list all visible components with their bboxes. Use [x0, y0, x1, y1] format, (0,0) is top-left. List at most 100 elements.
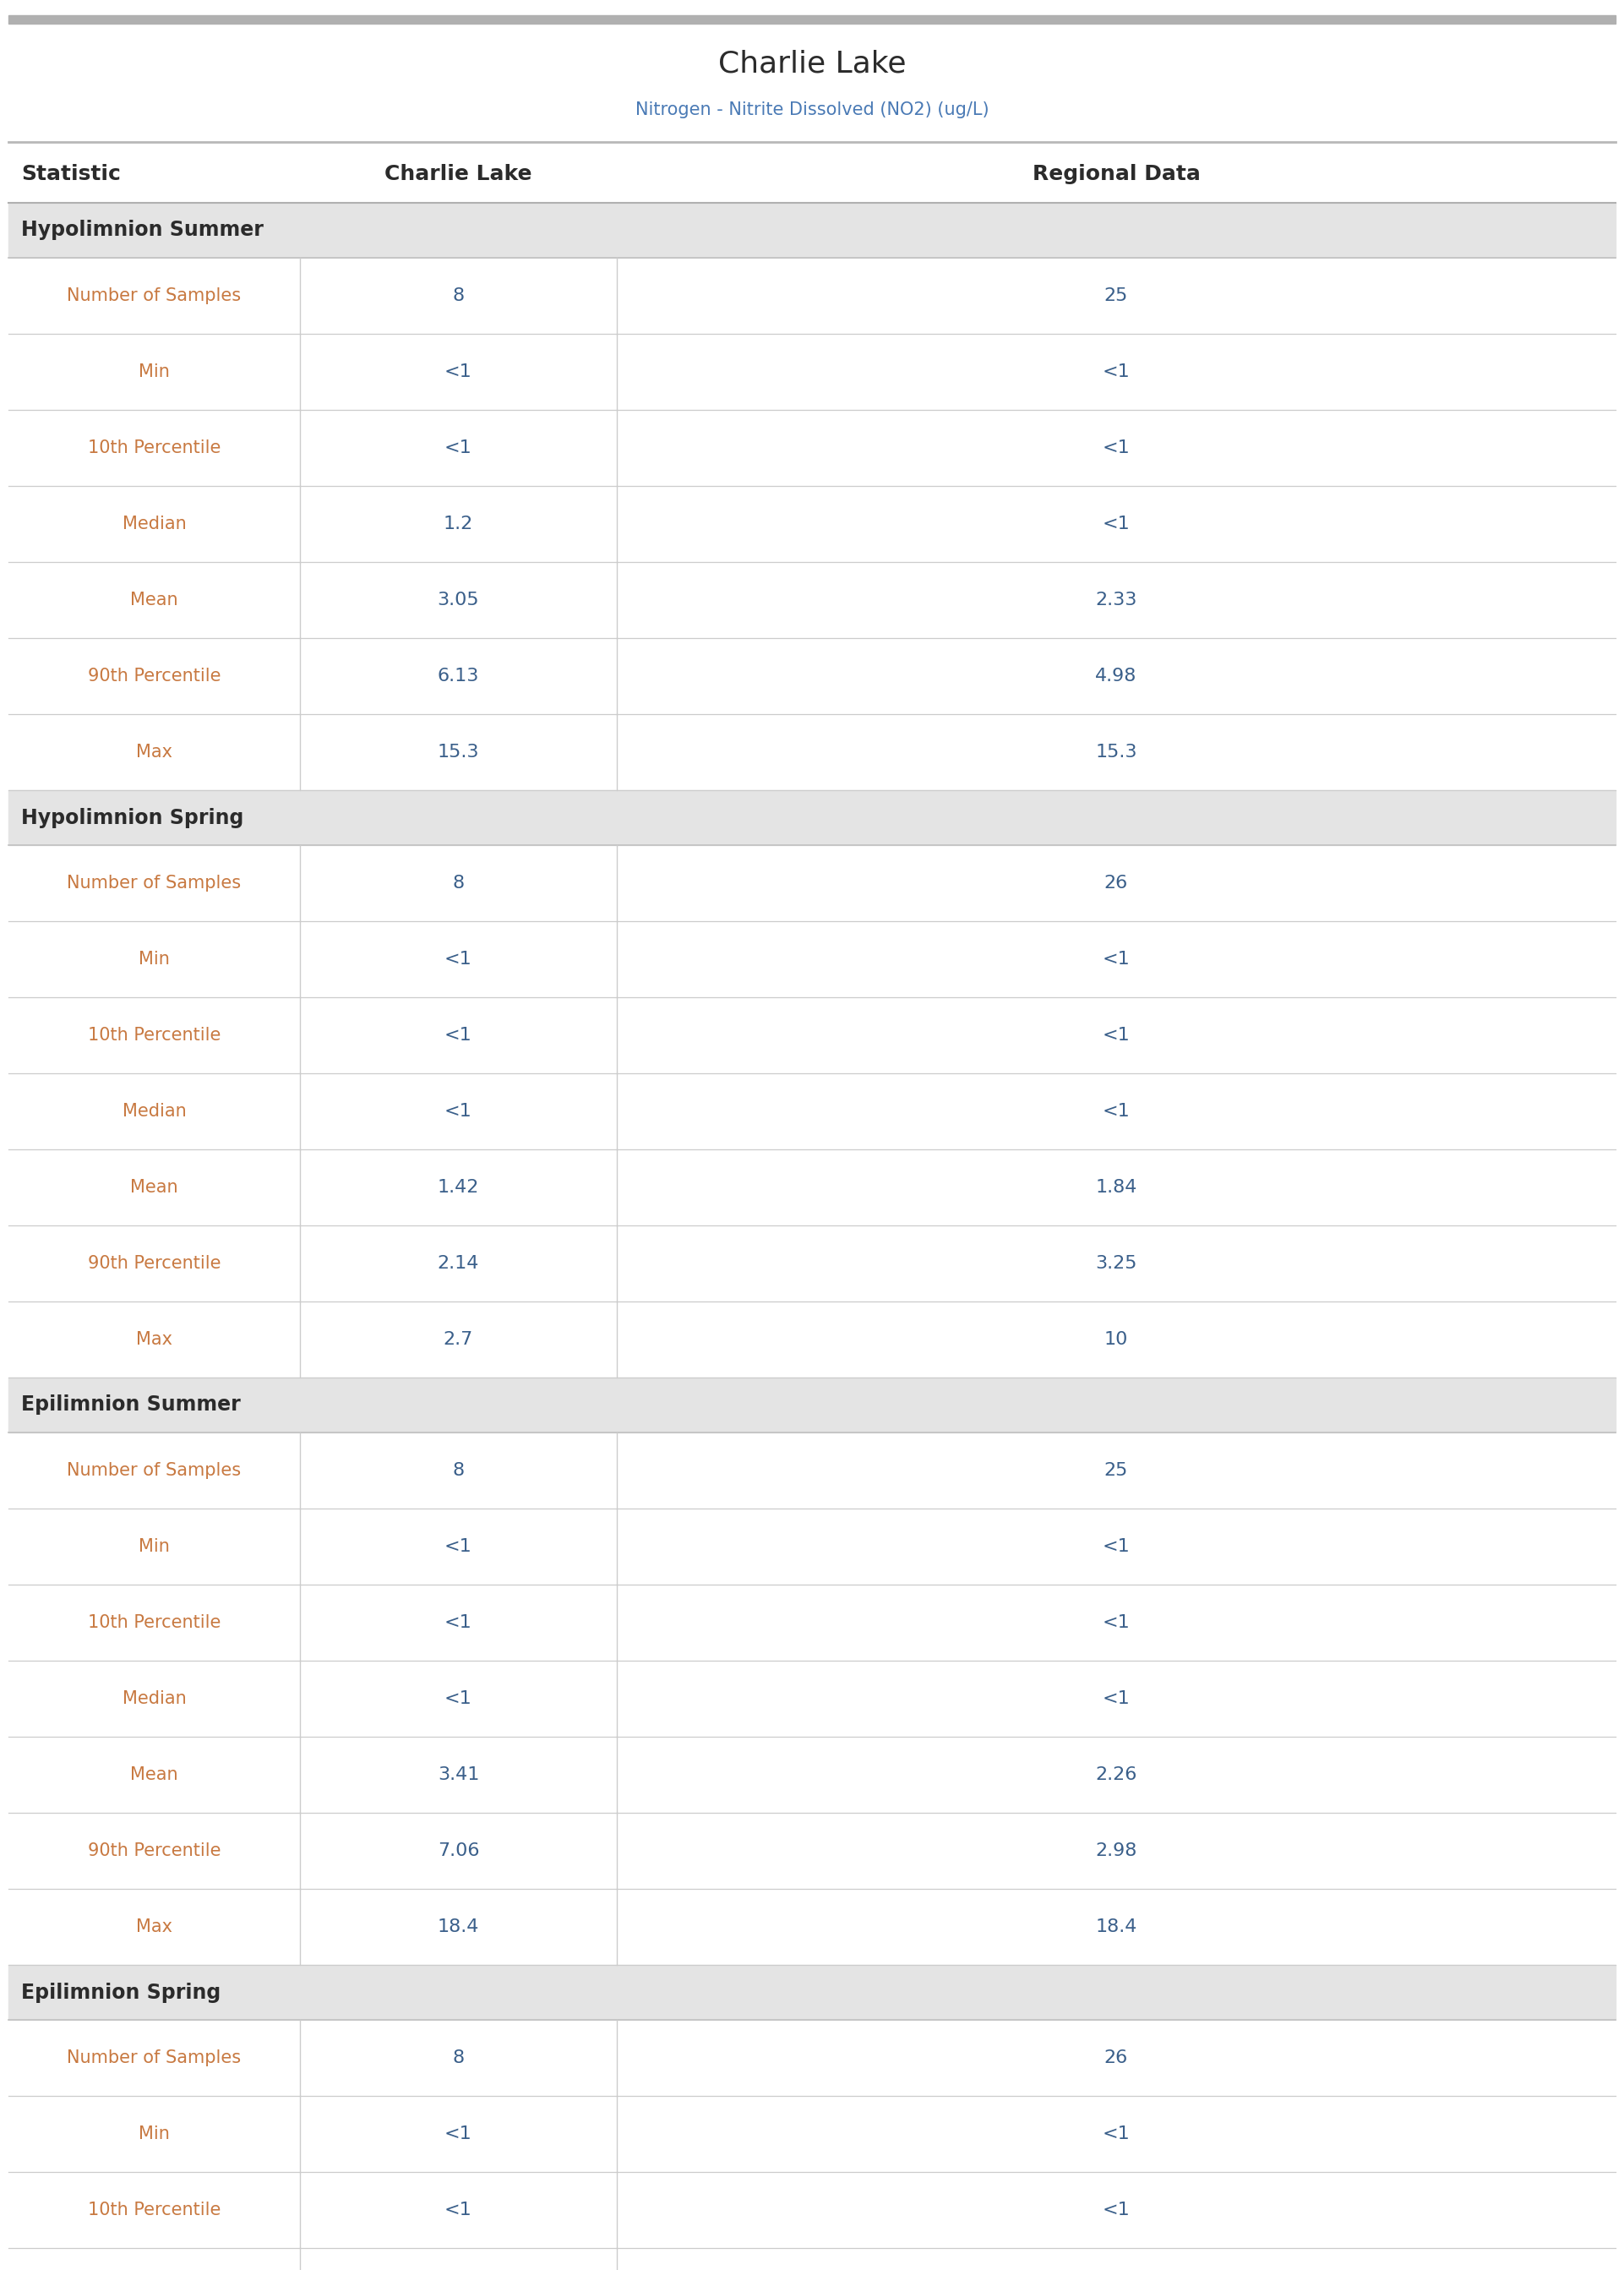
- Text: <1: <1: [445, 1691, 473, 1707]
- Bar: [8, 1432, 1616, 1510]
- Text: Min: Min: [138, 951, 171, 967]
- Text: Mean: Mean: [130, 1178, 179, 1196]
- Text: <1: <1: [445, 951, 473, 967]
- Bar: [8, 2247, 1616, 2270]
- Bar: [8, 997, 1616, 1074]
- Bar: [8, 1737, 1616, 1814]
- Text: 1.42: 1.42: [437, 1178, 479, 1196]
- Text: 26: 26: [1104, 2050, 1129, 2066]
- Text: Mean: Mean: [130, 592, 179, 608]
- Bar: [8, 563, 1616, 638]
- Text: <1: <1: [1103, 363, 1130, 381]
- Text: Epilimnion Spring: Epilimnion Spring: [21, 1982, 221, 2002]
- Text: Charlie Lake: Charlie Lake: [385, 163, 533, 184]
- Bar: [8, 1662, 1616, 1737]
- Bar: [8, 2095, 1616, 2172]
- Bar: [8, 1510, 1616, 1584]
- Text: Min: Min: [138, 1539, 171, 1555]
- Text: 90th Percentile: 90th Percentile: [88, 1255, 221, 1271]
- Bar: [8, 638, 1616, 715]
- Text: Max: Max: [136, 745, 172, 760]
- Text: <1: <1: [1103, 951, 1130, 967]
- Bar: [8, 2172, 1616, 2247]
- Text: 8: 8: [453, 874, 464, 892]
- Bar: [8, 259, 1616, 334]
- Text: 10th Percentile: 10th Percentile: [88, 2202, 221, 2218]
- Text: Number of Samples: Number of Samples: [67, 1462, 242, 1480]
- Text: <1: <1: [1103, 2202, 1130, 2218]
- Bar: [8, 1889, 1616, 1966]
- Text: <1: <1: [445, 2125, 473, 2143]
- Text: Min: Min: [138, 2125, 171, 2143]
- Bar: [8, 922, 1616, 997]
- Text: 10th Percentile: 10th Percentile: [88, 1614, 221, 1632]
- Text: 6.13: 6.13: [437, 667, 479, 686]
- Bar: [8, 16, 1616, 23]
- Bar: [8, 1378, 1616, 1432]
- Text: Charlie Lake: Charlie Lake: [718, 50, 906, 77]
- Bar: [8, 202, 1616, 259]
- Text: Hypolimnion Spring: Hypolimnion Spring: [21, 808, 244, 829]
- Text: Number of Samples: Number of Samples: [67, 874, 242, 892]
- Text: 1.2: 1.2: [443, 515, 473, 533]
- Text: <1: <1: [445, 1103, 473, 1119]
- Text: Regional Data: Regional Data: [1033, 163, 1200, 184]
- Bar: [8, 1966, 1616, 2020]
- Text: 18.4: 18.4: [1095, 1918, 1137, 1936]
- Bar: [8, 2020, 1616, 2095]
- Text: 4.98: 4.98: [1095, 667, 1137, 686]
- Text: 10th Percentile: 10th Percentile: [88, 1026, 221, 1044]
- Text: <1: <1: [445, 440, 473, 456]
- Text: 7.06: 7.06: [437, 1843, 479, 1859]
- Bar: [8, 1074, 1616, 1149]
- Text: Mean: Mean: [130, 1766, 179, 1784]
- Bar: [8, 790, 1616, 844]
- Text: <1: <1: [1103, 440, 1130, 456]
- Text: <1: <1: [1103, 1614, 1130, 1632]
- Text: <1: <1: [445, 363, 473, 381]
- Bar: [8, 486, 1616, 563]
- Text: 18.4: 18.4: [437, 1918, 479, 1936]
- Text: 8: 8: [453, 2050, 464, 2066]
- Text: <1: <1: [1103, 1103, 1130, 1119]
- Text: 2.26: 2.26: [1095, 1766, 1137, 1784]
- Text: 3.41: 3.41: [437, 1766, 479, 1784]
- Text: 3.05: 3.05: [437, 592, 479, 608]
- Text: 3.25: 3.25: [1095, 1255, 1137, 1271]
- Text: Hypolimnion Summer: Hypolimnion Summer: [21, 220, 263, 241]
- Text: Nitrogen - Nitrite Dissolved (NO2) (ug/L): Nitrogen - Nitrite Dissolved (NO2) (ug/L…: [635, 102, 989, 118]
- Text: Epilimnion Summer: Epilimnion Summer: [21, 1394, 240, 1414]
- Text: <1: <1: [445, 1539, 473, 1555]
- Bar: [8, 1814, 1616, 1889]
- Bar: [8, 1301, 1616, 1378]
- Bar: [8, 411, 1616, 486]
- Text: <1: <1: [1103, 1691, 1130, 1707]
- Text: <1: <1: [445, 1614, 473, 1632]
- Text: Median: Median: [122, 515, 187, 533]
- Text: Statistic: Statistic: [21, 163, 120, 184]
- Bar: [8, 715, 1616, 790]
- Text: 25: 25: [1104, 1462, 1129, 1480]
- Text: 8: 8: [453, 1462, 464, 1480]
- Text: Median: Median: [122, 1691, 187, 1707]
- Text: 1.84: 1.84: [1095, 1178, 1137, 1196]
- Text: 15.3: 15.3: [437, 745, 479, 760]
- Text: <1: <1: [1103, 1539, 1130, 1555]
- Text: <1: <1: [1103, 515, 1130, 533]
- Text: 25: 25: [1104, 288, 1129, 304]
- Text: 2.14: 2.14: [437, 1255, 479, 1271]
- Text: 2.33: 2.33: [1095, 592, 1137, 608]
- Text: 10: 10: [1104, 1330, 1129, 1348]
- Text: Min: Min: [138, 363, 171, 381]
- Bar: [8, 1584, 1616, 1662]
- Text: Median: Median: [122, 1103, 187, 1119]
- Text: 2.98: 2.98: [1095, 1843, 1137, 1859]
- Bar: [8, 1149, 1616, 1226]
- Text: Number of Samples: Number of Samples: [67, 288, 242, 304]
- Text: <1: <1: [445, 2202, 473, 2218]
- Text: 90th Percentile: 90th Percentile: [88, 667, 221, 686]
- Text: 8: 8: [453, 288, 464, 304]
- Text: Max: Max: [136, 1918, 172, 1936]
- Text: 15.3: 15.3: [1095, 745, 1137, 760]
- Text: 10th Percentile: 10th Percentile: [88, 440, 221, 456]
